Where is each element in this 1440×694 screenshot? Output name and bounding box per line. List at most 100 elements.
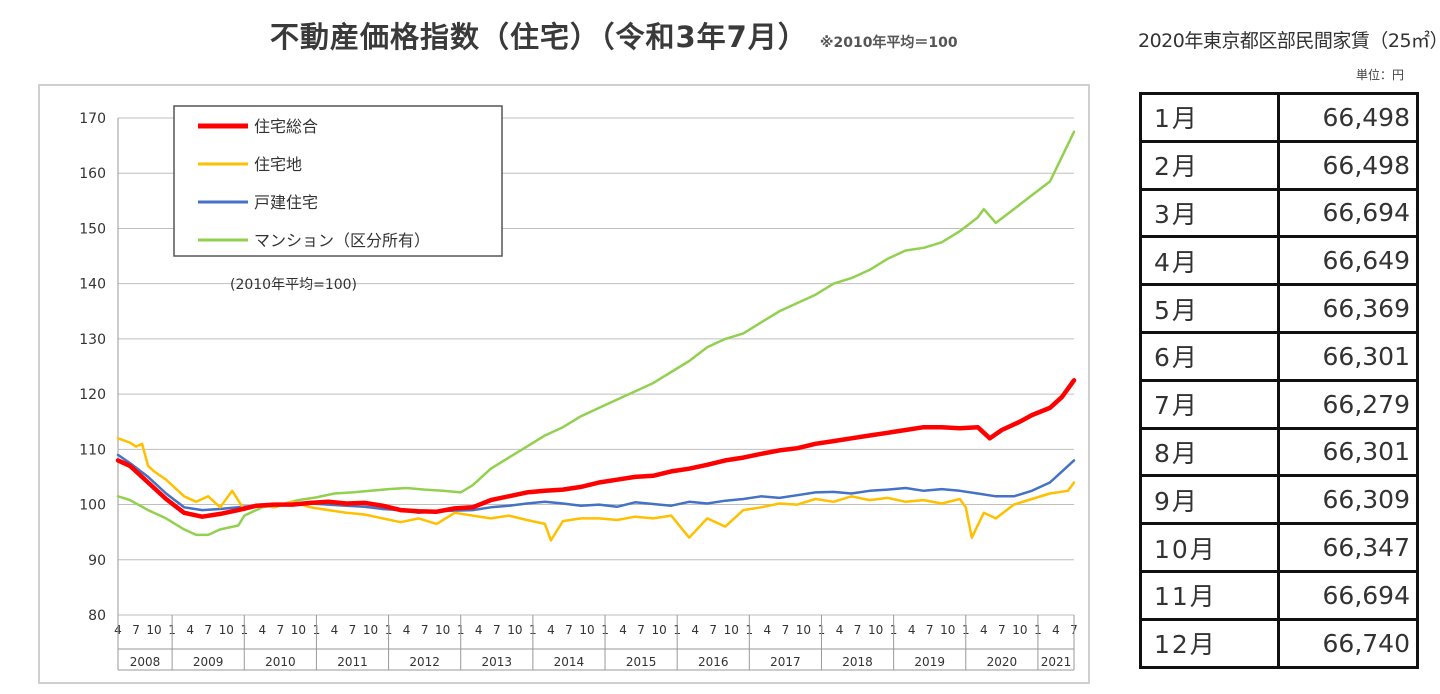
y-tick-label: 80 bbox=[88, 608, 106, 624]
x-year-label: 2017 bbox=[770, 655, 801, 669]
x-year-label: 2020 bbox=[987, 655, 1018, 669]
x-month-label: 7 bbox=[493, 623, 501, 637]
table-row: 7月 66,279 bbox=[1139, 378, 1419, 430]
legend-label: マンション（区分所有） bbox=[254, 231, 430, 250]
x-year-label: 2011 bbox=[337, 655, 368, 669]
legend-label: 戸建住宅 bbox=[254, 193, 318, 212]
month-cell: 10月 bbox=[1139, 522, 1280, 573]
x-year-label: 2016 bbox=[698, 655, 729, 669]
x-month-label: 4 bbox=[619, 623, 627, 637]
rent-cell: 66,301 bbox=[1277, 426, 1419, 478]
x-month-label: 10 bbox=[363, 623, 378, 637]
rent-cell: 66,694 bbox=[1277, 569, 1419, 621]
y-tick-label: 150 bbox=[79, 221, 106, 237]
rent-cell: 66,498 bbox=[1277, 139, 1419, 191]
rent-cell: 66,347 bbox=[1277, 522, 1419, 573]
x-month-label: 7 bbox=[421, 623, 429, 637]
x-year-label: 2019 bbox=[914, 655, 945, 669]
rent-cell: 66,301 bbox=[1277, 330, 1419, 382]
legend-box bbox=[173, 105, 503, 257]
x-year-label: 2015 bbox=[626, 655, 657, 669]
rent-cell: 66,649 bbox=[1277, 235, 1419, 287]
x-year-label: 2009 bbox=[193, 655, 224, 669]
series-line-1 bbox=[116, 437, 1076, 542]
month-cell: 3月 bbox=[1139, 187, 1280, 239]
price-index-chart: 8090100110120130140150160170471014710147… bbox=[79, 105, 1078, 671]
table-row: 5月 66,369 bbox=[1139, 283, 1419, 334]
x-month-label: 4 bbox=[980, 623, 988, 637]
table-row: 1月 66,498 bbox=[1139, 92, 1419, 143]
x-month-label: 7 bbox=[782, 623, 790, 637]
x-month-label: 10 bbox=[579, 623, 594, 637]
month-cell: 9月 bbox=[1139, 474, 1280, 526]
x-year-label: 2018 bbox=[842, 655, 873, 669]
x-month-label: 7 bbox=[277, 623, 285, 637]
x-year-label: 2013 bbox=[482, 655, 513, 669]
table-row: 11月 66,694 bbox=[1139, 569, 1419, 621]
x-month-label: 10 bbox=[651, 623, 666, 637]
x-month-label: 4 bbox=[258, 623, 266, 637]
x-year-label: 2012 bbox=[409, 655, 440, 669]
x-month-label: 7 bbox=[204, 623, 212, 637]
chart-title-note: ※2010年平均＝100 bbox=[819, 35, 958, 51]
x-year-label: 2021 bbox=[1041, 655, 1072, 669]
month-cell: 8月 bbox=[1139, 426, 1280, 478]
table-row: 2月 66,498 bbox=[1139, 139, 1419, 191]
rent-cell: 66,694 bbox=[1277, 187, 1419, 239]
x-month-label: 10 bbox=[507, 623, 522, 637]
x-year-label: 2008 bbox=[130, 655, 161, 669]
x-year-label: 2014 bbox=[554, 655, 585, 669]
chart-title: 不動産価格指数（住宅）（令和3年7月） ※2010年平均＝100 bbox=[270, 14, 958, 58]
month-cell: 12月 bbox=[1139, 617, 1280, 669]
chart-frame: 8090100110120130140150160170471014710147… bbox=[38, 84, 1090, 684]
x-month-label: 4 bbox=[691, 623, 699, 637]
x-month-label: 7 bbox=[132, 623, 140, 637]
month-cell: 2月 bbox=[1139, 139, 1280, 191]
rent-cell: 66,369 bbox=[1277, 283, 1419, 334]
x-month-label: 7 bbox=[998, 623, 1006, 637]
x-month-label: 4 bbox=[186, 623, 194, 637]
month-cell: 7月 bbox=[1139, 378, 1280, 430]
table-row: 3月 66,694 bbox=[1139, 187, 1419, 239]
table-row: 8月 66,301 bbox=[1139, 426, 1419, 478]
legend-label: 住宅総合 bbox=[254, 117, 318, 136]
y-tick-label: 130 bbox=[79, 332, 106, 348]
x-month-label: 10 bbox=[146, 623, 161, 637]
y-tick-label: 100 bbox=[79, 498, 106, 514]
month-cell: 5月 bbox=[1139, 283, 1280, 334]
x-month-label: 10 bbox=[1012, 623, 1027, 637]
x-month-label: 4 bbox=[764, 623, 772, 637]
rent-cell: 66,309 bbox=[1277, 474, 1419, 526]
x-month-label: 10 bbox=[219, 623, 234, 637]
y-tick-label: 170 bbox=[79, 111, 106, 127]
rent-cell: 66,498 bbox=[1277, 92, 1419, 143]
x-month-label: 10 bbox=[435, 623, 450, 637]
month-cell: 11月 bbox=[1139, 569, 1280, 621]
table-row: 4月 66,649 bbox=[1139, 235, 1419, 287]
series-line-0 bbox=[115, 378, 1077, 519]
x-month-label: 10 bbox=[724, 623, 739, 637]
rent-cell: 66,740 bbox=[1277, 617, 1419, 669]
x-month-label: 7 bbox=[565, 623, 573, 637]
x-month-label: 4 bbox=[547, 623, 555, 637]
x-month-label: 4 bbox=[475, 623, 483, 637]
x-month-label: 4 bbox=[331, 623, 339, 637]
x-month-label: 4 bbox=[836, 623, 844, 637]
x-month-label: 4 bbox=[1052, 623, 1060, 637]
x-month-label: 10 bbox=[940, 623, 955, 637]
table-row: 6月 66,301 bbox=[1139, 330, 1419, 382]
rent-table-body: 1月 66,498 2月 66,498 3月 66,694 4月 66,649 5月 66,369… bbox=[1139, 92, 1419, 669]
y-tick-label: 120 bbox=[79, 387, 106, 403]
base-note: (2010年平均=100) bbox=[230, 277, 357, 293]
table-row: 12月 66,740 bbox=[1139, 617, 1419, 669]
x-month-label: 7 bbox=[854, 623, 862, 637]
chart-title-main: 不動産価格指数（住宅）（令和3年7月） bbox=[270, 20, 808, 54]
month-cell: 1月 bbox=[1139, 92, 1280, 143]
x-month-label: 10 bbox=[291, 623, 306, 637]
y-tick-label: 160 bbox=[79, 166, 106, 182]
rent-table-title: 2020年東京都区部民間家賃（25㎡） bbox=[1138, 30, 1440, 52]
y-tick-label: 90 bbox=[88, 553, 106, 569]
x-month-label: 7 bbox=[926, 623, 934, 637]
legend-label: 住宅地 bbox=[254, 155, 302, 174]
x-month-label: 7 bbox=[637, 623, 645, 637]
